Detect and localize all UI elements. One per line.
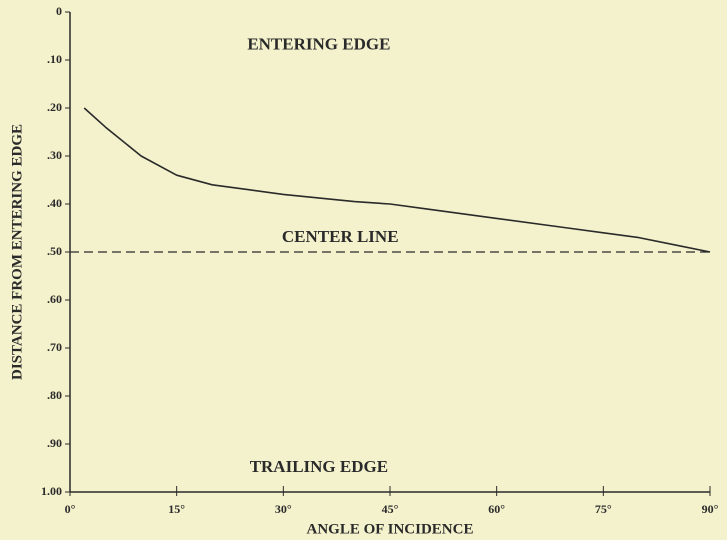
x-tick-label: 60° (488, 502, 505, 516)
y-tick-label: .10 (47, 52, 62, 66)
x-tick-label: 45° (382, 502, 399, 516)
annotation: ENTERING EDGE (247, 35, 390, 54)
y-tick-label: 1.00 (41, 484, 62, 498)
y-tick-label: .20 (47, 100, 62, 114)
annotation: TRAILING EDGE (250, 457, 388, 476)
x-tick-label: 15° (168, 502, 185, 516)
x-tick-label: 75° (595, 502, 612, 516)
x-tick-label: 30° (275, 502, 292, 516)
y-tick-label: .90 (47, 436, 62, 450)
curve (83, 107, 711, 253)
y-tick-label: .70 (47, 340, 62, 354)
center-line-label: CENTER LINE (282, 227, 399, 246)
y-tick-label: .60 (47, 292, 62, 306)
x-tick-label: 90° (702, 502, 719, 516)
y-tick-label: .30 (47, 148, 62, 162)
y-tick-label: .50 (47, 244, 62, 258)
y-tick-label: .80 (47, 388, 62, 402)
y-tick-label: 0 (56, 4, 62, 18)
y-axis-label: DISTANCE FROM ENTERING EDGE (9, 124, 25, 380)
x-tick-label: 0° (65, 502, 76, 516)
x-axis-label: ANGLE OF INCIDENCE (307, 521, 474, 537)
y-tick-label: .40 (47, 196, 62, 210)
